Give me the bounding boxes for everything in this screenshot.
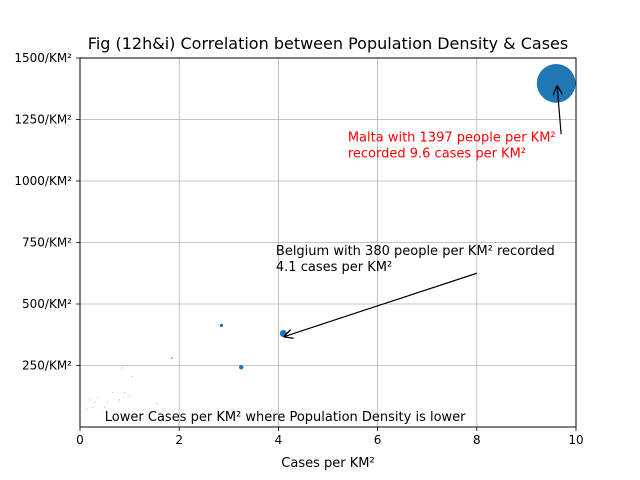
x-tick-label: 10: [568, 433, 583, 447]
data-point: [101, 410, 103, 412]
data-point: [96, 397, 98, 398]
x-axis-ticks: 0 2 4 6 8 10: [76, 427, 584, 447]
annotation-text: Belgium with 380 people per KM² recorded: [276, 244, 555, 259]
data-point: [536, 63, 576, 103]
data-point: [87, 409, 88, 411]
data-point: [238, 365, 244, 370]
grid-lines: [79, 57, 577, 427]
chart-title: Fig (12h&i) Correlation between Populati…: [88, 34, 568, 53]
annotation-text: 4.1 cases per KM²: [276, 260, 392, 275]
x-tick-label: 2: [175, 433, 183, 447]
data-point: [219, 323, 224, 328]
data-point: [94, 402, 96, 403]
x-tick-label: 8: [473, 433, 481, 447]
y-tick-label: 250/KM²: [22, 359, 72, 373]
x-tick-label: 6: [374, 433, 382, 447]
y-tick-label: 1000/KM²: [14, 174, 72, 188]
data-points: [87, 63, 576, 412]
data-point: [129, 395, 131, 397]
data-point: [89, 399, 91, 401]
annotation-text: recorded 9.6 cases per KM²: [348, 147, 526, 162]
x-tick-label: 4: [275, 433, 283, 447]
annotation-arrow: [284, 272, 477, 336]
data-point: [119, 399, 121, 401]
y-tick-label: 750/KM²: [22, 236, 72, 250]
y-tick-label: 500/KM²: [22, 297, 72, 311]
y-axis-ticks: 250/KM² 500/KM² 750/KM² 1000/KM² 1250/KM² 150…: [14, 51, 80, 373]
data-point: [156, 403, 158, 405]
annotation-text: Malta with 1397 people per KM²: [348, 131, 556, 146]
data-point: [106, 402, 108, 403]
annotation-arrow: [557, 86, 561, 135]
x-tick-label: 0: [76, 433, 84, 447]
data-point: [124, 392, 126, 393]
data-point: [92, 406, 93, 408]
x-axis-label: Cases per KM²: [281, 456, 374, 471]
data-point: [104, 406, 106, 408]
data-point: [131, 376, 133, 377]
data-point: [111, 392, 113, 393]
data-point: [171, 357, 173, 359]
y-tick-label: 1500/KM²: [14, 51, 72, 65]
data-point: [121, 367, 123, 369]
annotation-text: Lower Cases per KM² where Population Den…: [105, 410, 466, 425]
y-tick-label: 1250/KM²: [14, 113, 72, 127]
